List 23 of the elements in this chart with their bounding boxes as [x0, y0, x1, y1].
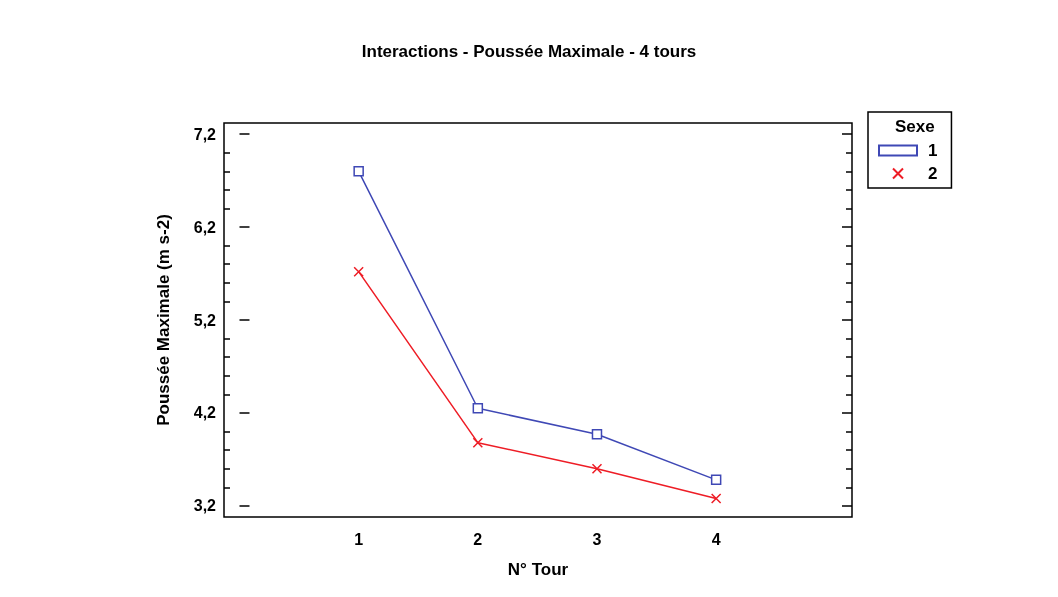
x-tick-label: 2 [473, 530, 483, 548]
legend-label: 2 [928, 164, 938, 183]
point [591, 463, 603, 474]
chart-title: Interactions - Poussée Maximale - 4 tours [361, 42, 697, 61]
x-tick-label: 4 [711, 530, 721, 548]
y-tick-label: 7,2 [193, 125, 217, 143]
y-tick-label: 3,2 [193, 497, 217, 515]
y-tick-label: 5,2 [193, 311, 217, 329]
point [472, 437, 484, 448]
x-axis-title: N° Tour [507, 560, 569, 579]
x-tick-label: 3 [592, 530, 602, 548]
point [710, 493, 722, 504]
point [353, 166, 364, 177]
x-tick-label: 1 [354, 530, 364, 548]
y-axis-title: Poussée Maximale (m s-2) [154, 214, 173, 426]
legend-title: Sexe [895, 117, 935, 136]
y-tick-label: 4,2 [193, 404, 217, 422]
point [472, 403, 484, 414]
y-tick-label: 6,2 [193, 218, 217, 236]
legend-label: 1 [928, 141, 938, 160]
point [591, 429, 603, 440]
point [710, 474, 722, 486]
point [353, 266, 364, 277]
